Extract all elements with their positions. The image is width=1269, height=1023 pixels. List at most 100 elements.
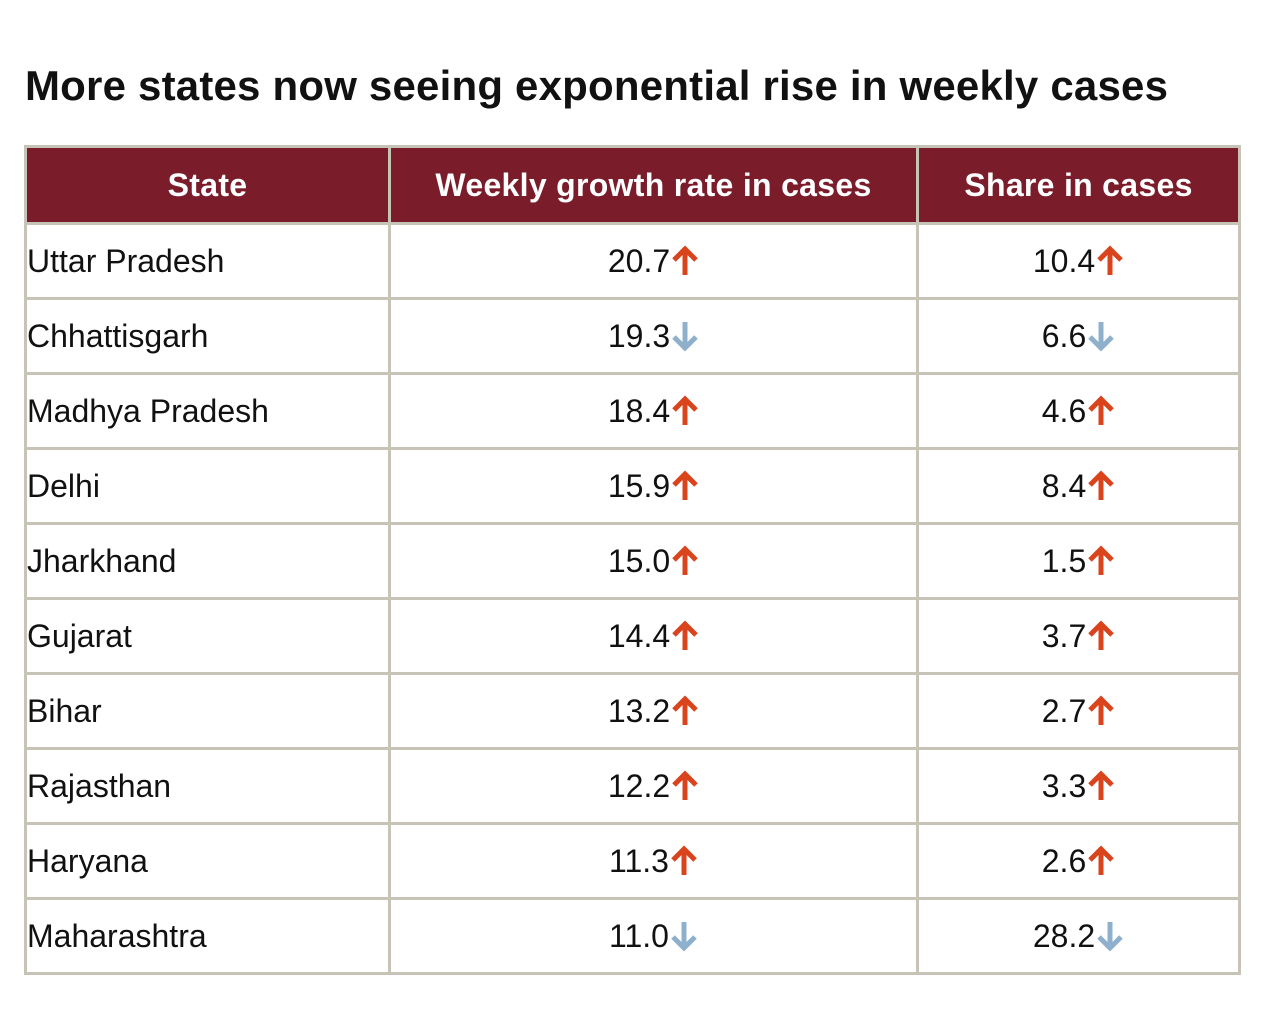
share-value-group: 4.6 [1042, 393, 1115, 430]
share-value: 8.4 [1041, 467, 1087, 504]
growth-rate-value-group: 14.4 [608, 618, 699, 655]
share-cell: 10.4 [916, 222, 1241, 300]
share-value: 28.2 [1032, 917, 1096, 954]
share-value-group: 10.4 [1033, 243, 1124, 280]
share-cell: 1.5 [916, 522, 1241, 600]
state-name-cell: Delhi [24, 447, 391, 525]
state-name-cell: Gujarat [24, 597, 391, 675]
share-value-group: 2.6 [1042, 843, 1115, 880]
growth-rate-value-group: 19.3 [608, 318, 699, 355]
share-value: 2.6 [1041, 842, 1087, 879]
arrow-up-icon [672, 470, 698, 501]
share-value: 3.7 [1041, 617, 1087, 654]
share-cell: 4.6 [916, 372, 1241, 450]
share-value: 4.6 [1041, 392, 1087, 429]
arrow-up-icon [1088, 470, 1115, 501]
arrow-up-icon [1088, 695, 1115, 726]
growth-rate-cell: 11.3 [388, 822, 919, 900]
table-row: Gujarat 14.4 3.7 [24, 597, 1241, 675]
share-cell: 2.6 [916, 822, 1241, 900]
growth-rate-cell: 18.4 [388, 372, 919, 450]
arrow-up-icon [672, 620, 698, 651]
table-row: Uttar Pradesh 20.7 10.4 [24, 222, 1241, 300]
state-name-cell: Rajasthan [24, 747, 391, 825]
growth-rate-value: 12.2 [607, 767, 671, 804]
growth-rate-cell: 20.7 [388, 222, 919, 300]
share-cell: 8.4 [916, 447, 1241, 525]
growth-rate-value: 11.0 [609, 917, 669, 954]
table-row: Rajasthan 12.2 3.3 [24, 747, 1241, 825]
growth-rate-cell: 19.3 [388, 297, 919, 375]
arrow-up-icon [672, 545, 698, 576]
arrow-up-icon [1088, 770, 1115, 801]
share-value-group: 3.3 [1042, 768, 1115, 805]
table-row: Madhya Pradesh 18.4 4.6 [24, 372, 1241, 450]
growth-rate-value: 11.3 [609, 842, 669, 879]
arrow-up-icon [671, 845, 697, 876]
growth-rate-value-group: 20.7 [608, 243, 699, 280]
share-value-group: 8.4 [1042, 468, 1115, 505]
arrow-down-icon [671, 922, 697, 952]
growth-rate-value-group: 15.9 [608, 468, 699, 505]
arrow-up-icon [1088, 545, 1115, 576]
share-value-group: 1.5 [1042, 543, 1115, 580]
table-header-row: State Weekly growth rate in cases Share … [24, 145, 1241, 225]
growth-rate-value-group: 15.0 [608, 543, 699, 580]
growth-rate-value-group: 11.0 [609, 918, 698, 955]
share-value-group: 28.2 [1033, 918, 1124, 955]
growth-rate-value: 14.4 [607, 617, 671, 654]
growth-rate-cell: 13.2 [388, 672, 919, 750]
arrow-down-icon [1097, 922, 1123, 952]
share-cell: 3.7 [916, 597, 1241, 675]
growth-rate-value-group: 18.4 [608, 393, 699, 430]
growth-rate-cell: 15.9 [388, 447, 919, 525]
growth-rate-cell: 14.4 [388, 597, 919, 675]
state-name-cell: Jharkhand [24, 522, 391, 600]
arrow-up-icon [1097, 245, 1123, 276]
table-row: Maharashtra 11.0 28.2 [24, 897, 1241, 975]
share-value-group: 6.6 [1042, 318, 1115, 355]
share-value: 6.6 [1041, 317, 1087, 354]
growth-rate-value: 15.9 [607, 467, 671, 504]
growth-rate-value: 19.3 [607, 317, 671, 354]
arrow-up-icon [672, 770, 698, 801]
table-row: Haryana 11.3 2.6 [24, 822, 1241, 900]
table-row: Chhattisgarh 19.3 6.6 [24, 297, 1241, 375]
state-name-cell: Bihar [24, 672, 391, 750]
share-value: 10.4 [1032, 242, 1096, 279]
growth-rate-cell: 12.2 [388, 747, 919, 825]
state-name-cell: Chhattisgarh [24, 297, 391, 375]
arrow-down-icon [672, 322, 698, 352]
share-cell: 28.2 [916, 897, 1241, 975]
growth-rate-cell: 15.0 [388, 522, 919, 600]
share-value: 3.3 [1041, 767, 1087, 804]
arrow-down-icon [1088, 322, 1115, 352]
arrow-up-icon [672, 695, 698, 726]
growth-rate-value-group: 13.2 [608, 693, 699, 730]
state-name-cell: Haryana [24, 822, 391, 900]
growth-rate-value: 20.7 [607, 242, 671, 279]
share-value-group: 2.7 [1042, 693, 1115, 730]
state-name-cell: Uttar Pradesh [24, 222, 391, 300]
share-cell: 3.3 [916, 747, 1241, 825]
arrow-up-icon [1088, 620, 1115, 651]
arrow-up-icon [1088, 395, 1115, 426]
growth-rate-value: 15.0 [607, 542, 671, 579]
column-header-state: State [24, 145, 391, 225]
state-name-cell: Madhya Pradesh [24, 372, 391, 450]
share-value: 2.7 [1041, 692, 1087, 729]
table-row: Jharkhand 15.0 1.5 [24, 522, 1241, 600]
growth-rate-value: 13.2 [607, 692, 671, 729]
growth-rate-value: 18.4 [607, 392, 671, 429]
growth-rate-value-group: 12.2 [608, 768, 699, 805]
arrow-up-icon [672, 395, 698, 426]
share-cell: 2.7 [916, 672, 1241, 750]
table-row: Bihar 13.2 2.7 [24, 672, 1241, 750]
data-table: State Weekly growth rate in cases Share … [24, 145, 1241, 975]
share-cell: 6.6 [916, 297, 1241, 375]
chart-title: More states now seeing exponential rise … [25, 62, 1169, 109]
arrow-up-icon [1088, 845, 1115, 876]
share-value-group: 3.7 [1042, 618, 1115, 655]
growth-rate-cell: 11.0 [388, 897, 919, 975]
state-name-cell: Maharashtra [24, 897, 391, 975]
